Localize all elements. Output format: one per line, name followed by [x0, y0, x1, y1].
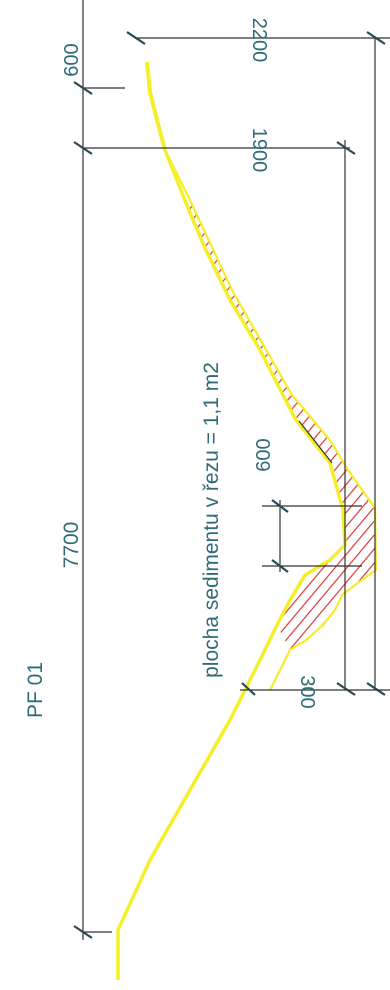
- sediment-area: [190, 200, 376, 650]
- section-label: PF 01: [24, 662, 47, 718]
- dimension-600-top: 600: [61, 43, 83, 76]
- dimension-lines: [73, 0, 390, 940]
- terrain-profile: [116, 61, 378, 980]
- sediment-area-annotation: plocha sedimentu v řezu = 1,1 m2: [200, 362, 223, 678]
- dimension-600-bottom: 600: [253, 438, 275, 471]
- dimension-7700: 7700: [60, 522, 83, 569]
- dimension-2200: 2200: [248, 18, 270, 63]
- dimension-300: 300: [296, 675, 318, 708]
- dimension-1900: 1900: [248, 128, 270, 173]
